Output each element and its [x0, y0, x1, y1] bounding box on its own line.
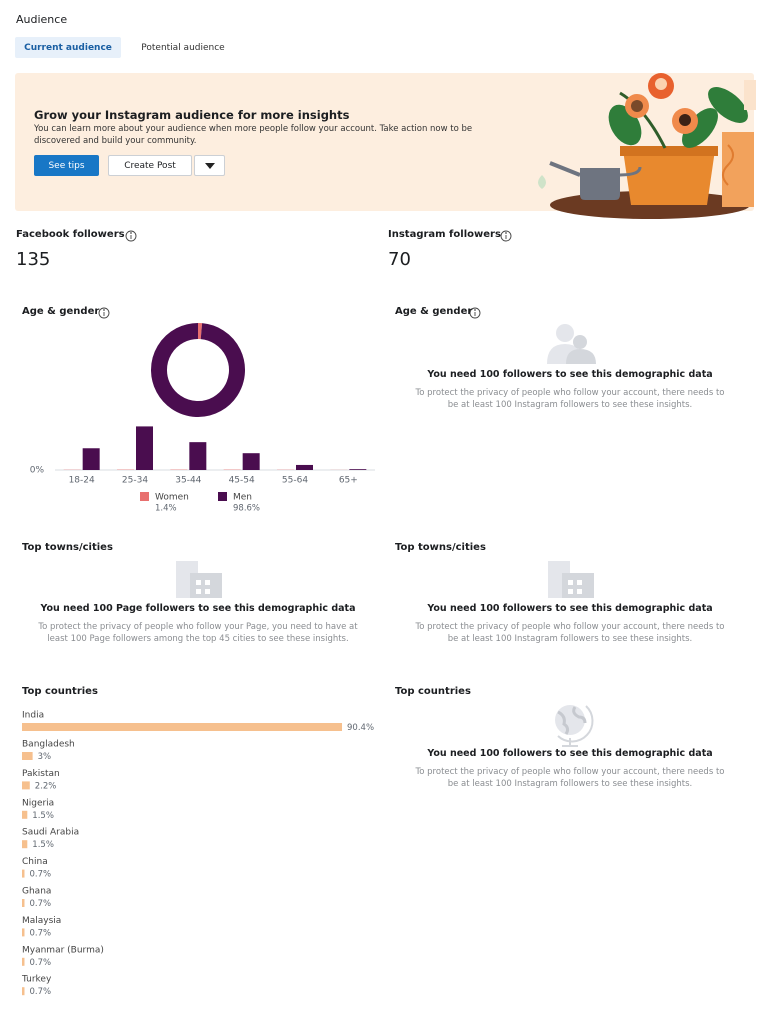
country-bar: [22, 840, 28, 849]
ig-age-gender-title: Age & gender: [395, 306, 473, 317]
ig-age-gender-text: To protect the privacy of people who fol…: [415, 388, 725, 410]
tab-current[interactable]: Current audience: [15, 37, 121, 58]
country-bar: [22, 928, 25, 937]
bar: [296, 464, 313, 470]
country-label: Myanmar (Burma): [22, 945, 104, 955]
country-value: 1.5%: [32, 811, 54, 821]
instagram-count: 70: [388, 249, 411, 270]
country-label: Pakistan: [22, 769, 60, 779]
ig-towns-heading: You need 100 followers to see this demog…: [427, 603, 713, 614]
country-bar: [22, 723, 343, 731]
country-label: India: [22, 711, 44, 721]
fb-towns-title: Top towns/cities: [22, 542, 113, 553]
country-value: 0.7%: [29, 958, 51, 968]
banner-text: You can learn more about your audience w…: [34, 124, 473, 146]
bar: [189, 442, 207, 470]
bar: [82, 448, 100, 470]
country-bar: [22, 781, 30, 790]
country-label: Bangladesh: [22, 740, 75, 750]
banner-bg: [15, 73, 754, 211]
x-tick-label: 18-24: [69, 476, 95, 486]
person-icon: [547, 324, 596, 364]
info-icons: [98, 230, 512, 319]
country-bar: [22, 752, 33, 760]
country-bar: [22, 869, 25, 878]
caret: [204, 162, 215, 169]
legend-swatch: [218, 492, 227, 501]
country-value: 90.4%: [347, 723, 374, 733]
fb-towns-heading: You need 100 Page followers to see this …: [40, 603, 356, 614]
country-value: 0.7%: [29, 987, 51, 997]
facebook-label: Facebook followers: [16, 229, 125, 240]
ig-countries-title: Top countries: [395, 686, 471, 697]
country-bar: [22, 810, 28, 819]
ig-towns-title: Top towns/cities: [395, 542, 486, 553]
ig-countries-heading: You need 100 followers to see this demog…: [427, 748, 713, 759]
bar: [242, 453, 260, 470]
ig-age-gender-heading: You need 100 followers to see this demog…: [427, 369, 713, 380]
legend-label: Women: [155, 493, 189, 503]
banner-title: Grow your Instagram audience for more in…: [34, 108, 350, 122]
country-value: 0.7%: [29, 899, 51, 909]
age-gender-title: Age & gender: [22, 306, 100, 317]
tab-potential[interactable]: Potential audience: [141, 42, 225, 53]
legend-label: Men: [233, 493, 252, 503]
x-tick-label: 25-34: [122, 476, 148, 486]
building-icon: [548, 561, 594, 598]
facebook-count: 135: [16, 249, 51, 270]
country-bar: [22, 957, 25, 966]
country-label: Saudi Arabia: [22, 828, 79, 838]
country-label: Nigeria: [22, 798, 54, 808]
ig-towns-text: To protect the privacy of people who fol…: [415, 622, 725, 644]
country-value: 2.2%: [35, 781, 57, 791]
x-tick-label: 35-44: [175, 476, 201, 486]
ig-countries-text: To protect the privacy of people who fol…: [415, 767, 725, 789]
country-value: 1.5%: [32, 840, 54, 850]
country-bar: [22, 987, 25, 996]
country-label: Malaysia: [22, 916, 61, 926]
country-bar: [22, 899, 25, 907]
banner-illustration: [538, 73, 756, 219]
building-icon: [176, 561, 222, 598]
bar: [349, 469, 367, 470]
bar: [136, 426, 153, 470]
x-tick-label: 45-54: [229, 476, 255, 486]
y-tick-label: 0%: [30, 466, 45, 476]
country-value: 0.7%: [29, 870, 51, 880]
dropdown-button[interactable]: [194, 155, 225, 176]
legend-total: 98.6%: [233, 504, 260, 514]
globe-icon: [555, 705, 594, 747]
donut-segment: [151, 323, 245, 417]
country-value: 0.7%: [29, 928, 51, 938]
create-post-button[interactable]: Create Post: [108, 155, 192, 176]
country-value: 3%: [38, 752, 52, 762]
legend-total: 1.4%: [155, 504, 177, 514]
country-label: Turkey: [21, 975, 52, 985]
fb-towns-text: To protect the privacy of people who fol…: [38, 622, 358, 644]
x-tick-label: 55-64: [282, 476, 308, 486]
legend-swatch: [140, 492, 149, 501]
countries-title: Top countries: [22, 686, 98, 697]
see-tips-button[interactable]: See tips: [34, 155, 99, 176]
country-label: China: [22, 857, 48, 867]
instagram-label: Instagram followers: [388, 229, 501, 240]
page-title: Audience: [16, 13, 68, 26]
x-tick-label: 65+: [339, 476, 358, 486]
country-label: Ghana: [22, 887, 51, 897]
